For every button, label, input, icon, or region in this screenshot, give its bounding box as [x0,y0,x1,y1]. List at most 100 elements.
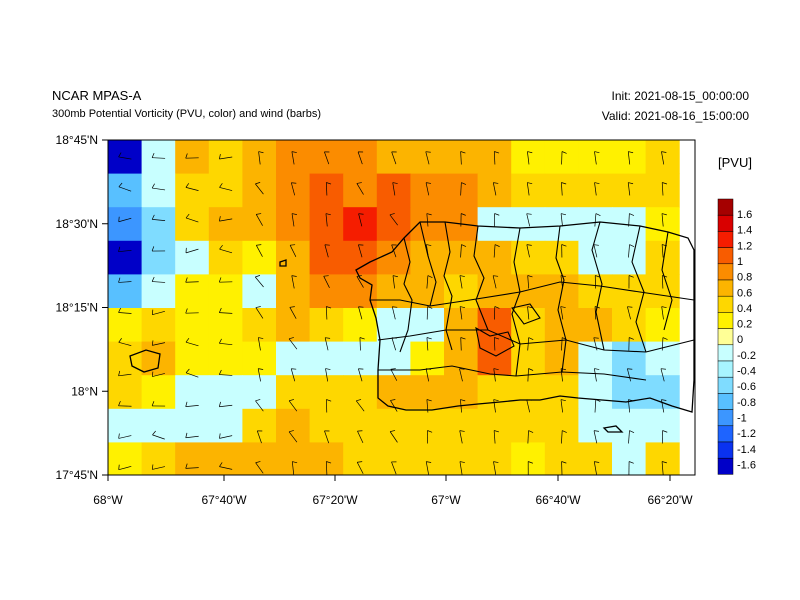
pv-cell [175,442,210,476]
wind-barb [219,342,233,346]
wind-barb [291,461,295,475]
pv-cell [376,442,411,476]
wind-barb [493,399,496,413]
pv-cell [343,240,378,275]
wind-barb-flag [255,461,261,464]
wind-barb [593,461,597,475]
pv-cell [141,207,176,242]
wind-barb-flag [426,337,432,340]
wind-barb-flag [426,182,432,184]
wind-barb [358,306,363,320]
wind-barb [219,156,233,160]
wind-barb-flag [628,151,634,154]
wind-barb-flag [326,306,332,309]
wind-barb-flag [118,152,122,158]
pv-cell [175,274,210,309]
wind-barb [390,400,398,412]
wind-barb [594,151,597,165]
wind-barb [391,306,396,320]
wind-barb [426,275,429,289]
wind-barb-flag [258,337,264,339]
wind-barb [527,151,530,165]
pv-cell [578,442,613,476]
pv-cell [141,274,176,309]
wind-barb-flag [426,399,432,402]
wind-barb [152,373,165,377]
municipal-border [399,237,413,353]
wind-barb-flag [461,244,467,247]
wind-barb-flag [185,432,188,438]
wind-barb [118,186,132,192]
pv-cell [108,240,143,275]
wind-barb-flag [560,399,566,402]
wind-barb-flag [118,307,121,313]
wind-barb [526,244,530,258]
wind-barb [325,461,328,475]
wind-barb-flag [326,461,332,464]
coastline [129,221,695,433]
wind-barb [219,248,233,254]
wind-barb-flag [392,182,398,184]
pv-cell [343,274,378,309]
wind-barb-flag [291,275,297,277]
wind-barb [219,466,233,470]
wind-barb-flag [151,401,155,407]
wind-barb-flag [494,213,500,216]
pv-cell [108,375,143,410]
wind-barb-flag [258,151,264,154]
pv-cell [108,140,143,175]
wind-barb-flag [151,340,154,346]
wind-barb [459,461,463,475]
municipal-border [473,225,489,331]
colorbar-box [717,457,734,475]
wind-barb [291,151,295,165]
pv-cell [578,207,613,242]
wind-barb [256,245,263,257]
pv-cell [242,207,277,242]
wind-barb [185,217,199,223]
colorbar-label: 1.4 [737,225,752,237]
wind-barb [459,430,463,444]
wind-barb-flag [527,275,533,278]
municipal-border [475,326,515,357]
pv-cell [208,274,243,309]
colorbar-box [717,295,734,313]
wind-barb-flag [118,401,121,406]
wind-barb-flag [493,368,499,371]
wind-barb-flag [460,337,466,340]
wind-barb [325,213,328,227]
wind-barb [460,151,462,165]
wind-barb-flag [218,369,222,375]
wind-barb [152,342,166,346]
wind-barb [560,213,563,227]
wind-barb-flag [629,213,635,216]
wind-barb [355,400,365,412]
wind-barb-flag [560,306,566,308]
wind-barb [290,368,296,382]
pv-cell [276,240,311,275]
wind-barb-flag [593,337,599,339]
wind-barb [426,337,429,351]
wind-barb-flag [560,275,566,278]
pv-cell [242,240,277,275]
wind-barb-flag [494,306,500,309]
pv-cell [141,375,176,410]
pv-cell [208,442,243,476]
wind-barb [152,281,166,283]
wind-barb-flag [256,213,262,215]
pv-cell [141,308,176,343]
pv-cell [343,442,378,476]
pv-cell [175,308,210,343]
longitude-ticks: 68°W 67°40'W 67°20'W 67°W 66°40'W 66°20'W [93,475,693,507]
plot-title: NCAR MPAS-A [52,88,142,103]
pv-cell [376,207,411,242]
wind-barb [356,462,364,474]
pv-cell [276,375,311,410]
wind-barb-flag [427,430,433,433]
pv-cell [175,173,210,208]
wind-barb-flag [594,151,600,153]
pv-cell [376,240,411,275]
pv-cell [108,408,143,443]
wind-barb-flag [359,337,365,340]
wind-barb [289,245,297,257]
